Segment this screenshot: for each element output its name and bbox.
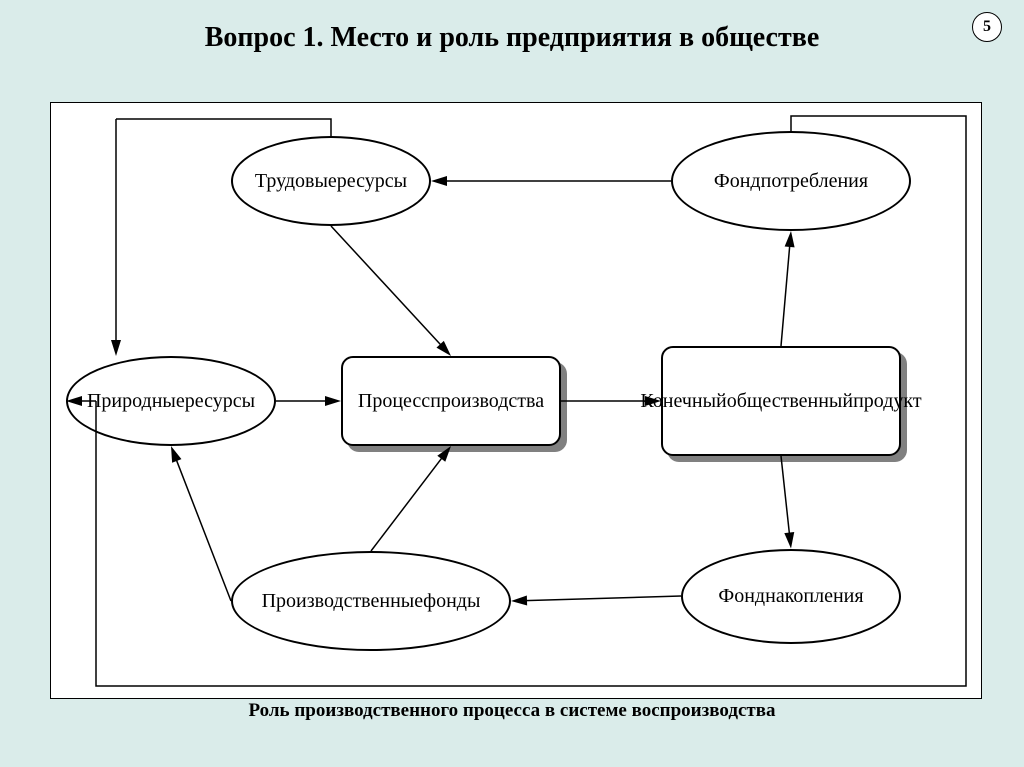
node-natural: Природныересурсы bbox=[66, 356, 276, 446]
node-accum: Фонднакопления bbox=[681, 549, 901, 644]
node-prodfunds: Производственныефонды bbox=[231, 551, 511, 651]
page-number-badge: 5 bbox=[972, 12, 1002, 42]
slide-page: Вопрос 1. Место и роль предприятия в общ… bbox=[0, 0, 1024, 767]
node-labor: Трудовыересурсы bbox=[231, 136, 431, 226]
slide-title: Вопрос 1. Место и роль предприятия в общ… bbox=[0, 20, 1024, 55]
node-consumption: Фондпотребления bbox=[671, 131, 911, 231]
diagram-canvas: Трудовыересурсы Фондпотребления Природныер… bbox=[50, 102, 982, 699]
node-product: Конечныйобщественныйпродукт bbox=[661, 346, 901, 456]
diagram-caption: Роль производственного процесса в систем… bbox=[0, 700, 1024, 722]
node-process: Процесспроизводства bbox=[341, 356, 561, 446]
